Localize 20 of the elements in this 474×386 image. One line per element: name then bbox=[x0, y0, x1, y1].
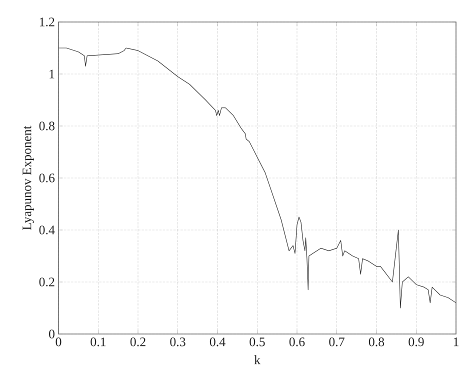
y-tick-label: 1 bbox=[50, 70, 54, 78]
x-tick-label: 0.2 bbox=[130, 338, 146, 346]
y-tick-label: 0 bbox=[49, 330, 54, 338]
x-tick-label: 0.6 bbox=[289, 338, 305, 346]
y-tick-label: 0.8 bbox=[39, 122, 54, 130]
y-tick-label: 0.4 bbox=[39, 226, 55, 234]
y-axis-title: Lyapunov Exponent bbox=[22, 126, 34, 230]
x-tick-label: 0.9 bbox=[408, 338, 424, 346]
x-axis-title: k bbox=[254, 355, 260, 364]
x-tick-label: 0 bbox=[56, 338, 62, 346]
x-tick-label: 0.8 bbox=[368, 338, 384, 346]
x-tick-label: 0.3 bbox=[170, 338, 186, 346]
x-tick-label: 0.7 bbox=[329, 338, 344, 346]
x-tick-label: 1 bbox=[454, 338, 458, 346]
y-tick-label: 1.2 bbox=[40, 18, 54, 26]
x-tick-label: 0.4 bbox=[210, 338, 226, 346]
y-tick-label: 0.2 bbox=[39, 278, 54, 286]
y-tick-label: 0.6 bbox=[39, 174, 55, 182]
x-tick-label: 0.5 bbox=[250, 338, 265, 346]
x-tick-label: 0.1 bbox=[90, 338, 106, 346]
